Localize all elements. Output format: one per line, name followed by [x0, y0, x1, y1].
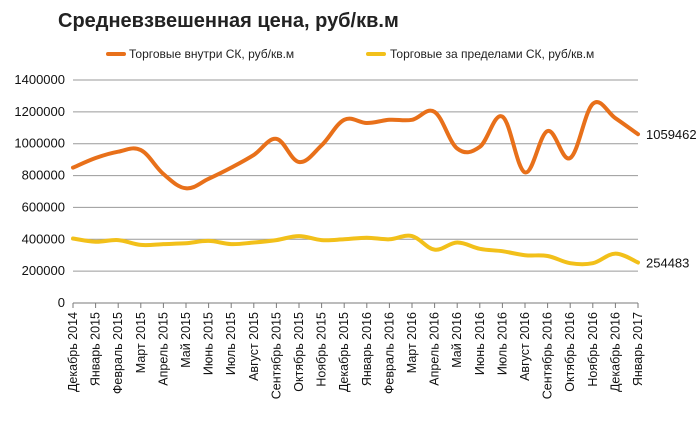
- end-labels: 1059462 254483: [646, 127, 697, 270]
- x-tick-label: Ноябрь 2016: [586, 312, 600, 387]
- y-tick-label: 800000: [22, 168, 65, 183]
- x-tick-label: Май 2015: [179, 312, 193, 368]
- y-tick-label: 1000000: [14, 136, 65, 151]
- grid: [73, 79, 638, 304]
- chart-title: Средневзвешенная цена, руб/кв.м: [58, 10, 399, 32]
- y-tick-label: 600000: [22, 199, 65, 214]
- x-tick-label: Июль 2015: [224, 312, 238, 375]
- y-tick-label: 0: [58, 295, 65, 310]
- y-tick-label: 400000: [22, 231, 65, 246]
- x-tick-label: Июнь 2015: [202, 312, 216, 375]
- x-tick-label: Февраль 2016: [382, 312, 396, 394]
- x-tick-label: Апрель 2015: [156, 312, 170, 386]
- legend-item-series-0: Торговые внутри СК, руб/кв.м: [106, 47, 294, 61]
- x-tick-label: Декабрь 2014: [66, 312, 80, 392]
- x-tick-label: Январь 2015: [89, 312, 103, 386]
- legend-item-series-1: Торговые за пределами СК, руб/кв.м: [366, 47, 594, 61]
- y-tick-label: 1200000: [14, 104, 65, 119]
- x-tick-label: Декабрь 2016: [608, 312, 622, 392]
- x-tick-label: Март 2016: [405, 312, 419, 373]
- legend: Торговые внутри СК, руб/кв.м Торговые за…: [106, 47, 594, 61]
- x-tick-label: Август 2015: [247, 312, 261, 381]
- x-tick-label: Март 2015: [134, 312, 148, 373]
- x-tick-label: Май 2016: [450, 312, 464, 368]
- x-tick-label: Октябрь 2016: [563, 312, 577, 392]
- x-tick-label: Январь 2017: [631, 312, 645, 386]
- x-tick-label: Август 2016: [518, 312, 532, 381]
- y-tick-label: 200000: [22, 263, 65, 278]
- series-layer: [71, 100, 640, 267]
- x-tick-label: Ноябрь 2015: [315, 312, 329, 387]
- end-label-series-1: 254483: [646, 255, 689, 270]
- x-tick-label: Декабрь 2015: [337, 312, 351, 392]
- x-tick-label: Февраль 2015: [111, 312, 125, 394]
- x-tick-label: Апрель 2016: [428, 312, 442, 386]
- legend-label-series-0: Торговые внутри СК, руб/кв.м: [129, 47, 294, 61]
- legend-label-series-1: Торговые за пределами СК, руб/кв.м: [390, 47, 594, 61]
- x-tick-label: Январь 2016: [360, 312, 374, 386]
- x-axis-ticks: Декабрь 2014 Январь 2015 Февраль 2015 Март …: [66, 303, 645, 399]
- x-tick-label: Сентябрь 2015: [269, 312, 283, 399]
- end-label-series-0: 1059462: [646, 127, 697, 142]
- x-tick-label: Июнь 2016: [473, 312, 487, 375]
- y-axis-ticks: 0 200000 400000 600000 800000 1000000 1200000 1…: [14, 72, 65, 310]
- x-tick-label: Сентябрь 2016: [541, 312, 555, 399]
- series-line-1: [71, 233, 640, 267]
- series-line-0: [71, 100, 640, 191]
- y-tick-label: 1400000: [14, 72, 65, 87]
- x-tick-label: Июль 2016: [495, 312, 509, 375]
- x-tick-label: Октябрь 2015: [292, 312, 306, 392]
